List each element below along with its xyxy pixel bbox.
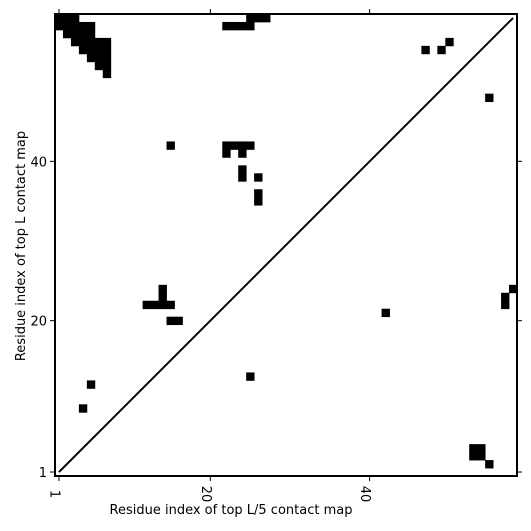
contact-cell <box>485 93 494 103</box>
contact-cell <box>166 300 175 310</box>
contact-cell <box>445 37 454 47</box>
contact-cell <box>86 45 96 55</box>
contact-cell <box>174 316 183 326</box>
x-tick-label: 20 <box>198 486 213 503</box>
y-axis-ticks: 1 20 40 <box>30 155 522 481</box>
contact-cell <box>78 21 88 31</box>
contact-cell <box>78 37 88 47</box>
contact-cell <box>102 45 112 55</box>
contact-cell <box>501 300 510 310</box>
x-axis-ticks: 1 20 40 <box>46 9 372 502</box>
contact-cell <box>246 141 255 150</box>
contact-cell <box>94 61 104 71</box>
contact-cell <box>501 292 510 302</box>
contact-cell <box>78 404 88 413</box>
x-tick-label: 1 <box>46 490 61 498</box>
contact-cell <box>254 189 263 198</box>
contact-cell <box>86 37 96 47</box>
contact-cell <box>246 21 255 31</box>
contact-cell <box>230 21 239 31</box>
contact-cell <box>238 149 247 158</box>
contact-cell <box>55 21 64 31</box>
contact-cell <box>254 173 263 182</box>
x-axis-label: Residue index of top L/5 contact map <box>110 503 353 518</box>
contact-cell <box>94 53 104 63</box>
y-tick-label: 1 <box>39 466 47 481</box>
contact-cell <box>55 14 64 23</box>
plot-frame <box>54 13 518 477</box>
contact-cell <box>70 29 80 39</box>
contact-cell <box>78 45 88 55</box>
contact-cell <box>78 29 88 39</box>
contact-cell <box>102 37 112 47</box>
contact-cell <box>485 460 494 469</box>
contact-cell <box>238 21 247 31</box>
contact-cell <box>86 21 96 31</box>
contact-cell <box>246 14 255 23</box>
contact-cell <box>246 372 255 381</box>
contact-cells <box>55 14 518 469</box>
contact-cell <box>477 444 486 453</box>
contact-cell <box>238 165 247 174</box>
contact-cell <box>254 14 263 23</box>
contact-cell <box>222 149 231 158</box>
contact-cell <box>477 452 486 461</box>
contact-cell <box>469 444 478 453</box>
contact-cell <box>102 69 112 79</box>
contact-cell <box>62 14 72 23</box>
x-tick-label: 40 <box>357 486 372 503</box>
contact-cell <box>102 53 112 63</box>
contact-cell <box>222 141 231 150</box>
contact-cell <box>254 197 263 206</box>
y-axis-label: Residue index of top L contact map <box>14 131 29 361</box>
contact-cell <box>262 14 271 23</box>
contact-cell <box>62 21 72 31</box>
contact-cell <box>94 37 104 47</box>
contact-cell <box>158 284 167 294</box>
contact-cell <box>381 308 390 318</box>
contact-cell <box>166 141 175 150</box>
y-tick-label: 20 <box>30 315 47 330</box>
contact-cell <box>70 14 80 23</box>
contact-cell <box>94 45 104 55</box>
contact-cell <box>86 53 96 63</box>
contact-cell <box>222 21 231 31</box>
contact-cell <box>509 284 518 294</box>
contact-cell <box>238 173 247 182</box>
contact-cell <box>230 141 239 150</box>
contact-cell <box>70 21 80 31</box>
contact-cell <box>150 300 159 310</box>
y-tick-label: 40 <box>30 155 47 170</box>
diagonal-line <box>58 17 514 473</box>
contact-cell <box>70 37 80 47</box>
contact-cell <box>142 300 151 310</box>
contact-cell <box>86 380 96 389</box>
contact-cell <box>86 29 96 39</box>
contact-cell <box>62 29 72 39</box>
contact-cell <box>158 300 167 310</box>
contact-cell <box>421 45 430 55</box>
contact-cell <box>166 316 175 326</box>
contact-cell <box>469 452 478 461</box>
contact-cell <box>437 45 446 55</box>
contact-cell <box>238 141 247 150</box>
contact-cell <box>158 292 167 302</box>
contact-cell <box>102 61 112 71</box>
